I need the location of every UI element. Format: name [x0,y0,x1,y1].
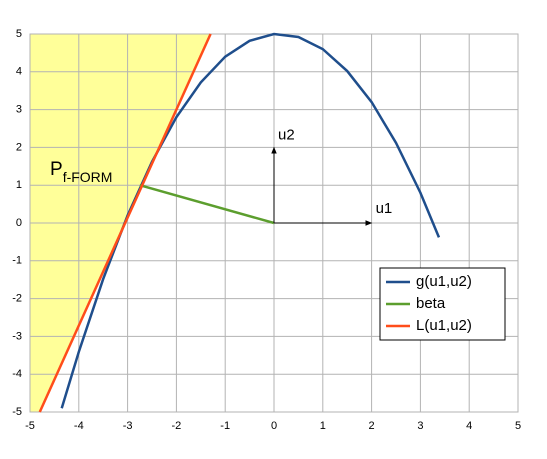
arrow-label: u1 [376,200,393,217]
x-tick-label: 2 [369,420,375,432]
x-tick-label: -5 [25,420,35,432]
y-tick-label: 5 [16,28,22,40]
legend-label: g(u1,u2) [416,273,472,290]
x-tick-label: 1 [320,420,326,432]
y-tick-label: -4 [12,368,22,380]
y-tick-label: 0 [16,217,22,229]
line [38,33,212,413]
region-label-sub: f-FORM [63,169,113,185]
y-tick-label: 2 [16,141,22,153]
legend-label: beta [416,295,446,312]
legend-label: L(u1,u2) [416,317,472,334]
x-tick-label: 4 [466,420,472,432]
y-tick-label: -1 [12,255,22,267]
y-tick-label: -3 [12,330,22,342]
line [139,183,275,225]
x-tick-label: 3 [417,420,423,432]
region-label-main: P [50,159,63,180]
region-label: Pf-FORM [50,159,112,185]
x-tick-label: 0 [271,420,277,432]
x-tick-label: -3 [123,420,133,432]
y-tick-label: -5 [12,406,22,418]
y-tick-label: 4 [16,66,22,78]
arrow-label: u2 [278,126,295,143]
x-tick-label: 5 [515,420,521,432]
y-tick-label: 3 [16,104,22,116]
x-tick-label: -1 [220,420,230,432]
y-tick-label: 1 [16,179,22,191]
y-tick-label: -2 [12,293,22,305]
x-tick-label: -4 [74,420,84,432]
x-tick-label: -2 [172,420,182,432]
